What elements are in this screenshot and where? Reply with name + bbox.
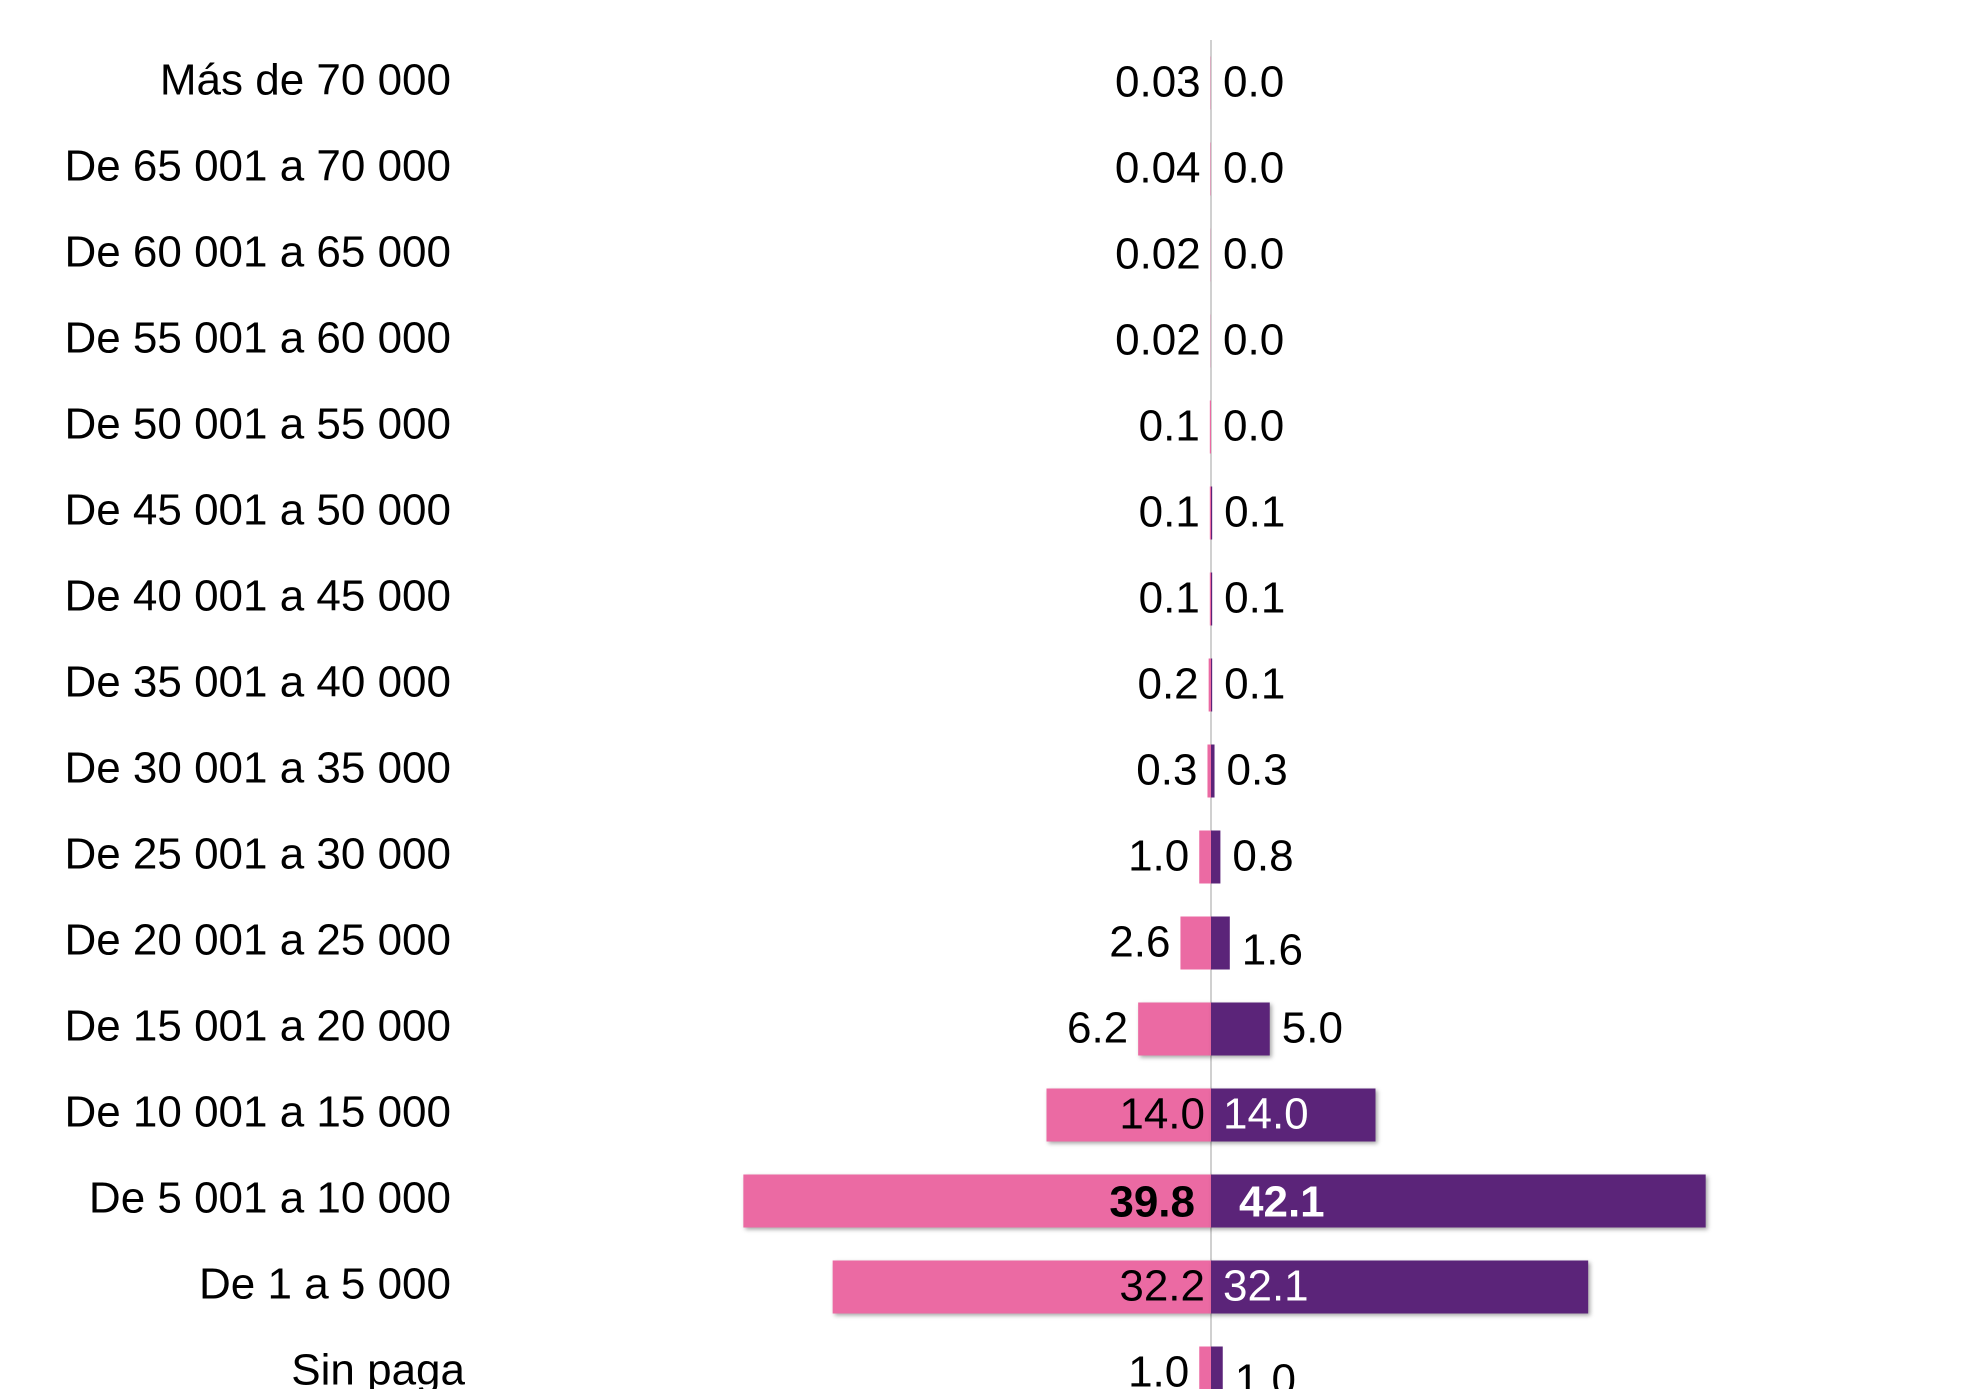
value-label: 0.0 bbox=[1223, 144, 1284, 193]
category-label: De 40 001 a 45 000 bbox=[64, 572, 451, 621]
bar bbox=[1209, 486, 1211, 540]
category-label: De 25 001 a 30 000 bbox=[64, 830, 451, 879]
value-label: 0.0 bbox=[1223, 230, 1284, 279]
value-label: 0.0 bbox=[1223, 316, 1284, 365]
bar bbox=[1209, 572, 1211, 626]
bar bbox=[1207, 744, 1211, 798]
value-label: 0.1 bbox=[1224, 660, 1285, 709]
bar bbox=[1211, 572, 1213, 626]
bar bbox=[832, 1260, 1211, 1314]
bar bbox=[1046, 1088, 1211, 1142]
value-label: 1.0 bbox=[1235, 1356, 1296, 1389]
category-label: De 45 001 a 50 000 bbox=[64, 486, 451, 535]
bar bbox=[1211, 916, 1230, 970]
value-label: 5.0 bbox=[1282, 1004, 1343, 1053]
value-label: 0.3 bbox=[1227, 746, 1288, 795]
value-label: 0.1 bbox=[1224, 574, 1285, 623]
value-label: 0.2 bbox=[1137, 660, 1198, 709]
category-label: De 15 001 a 20 000 bbox=[64, 1002, 451, 1051]
bar bbox=[1211, 1260, 1589, 1314]
value-label: 0.1 bbox=[1139, 488, 1200, 537]
bar bbox=[1199, 1346, 1211, 1389]
bar bbox=[1211, 830, 1221, 884]
value-label: 39.8 bbox=[1109, 1178, 1195, 1227]
category-label: De 10 001 a 15 000 bbox=[64, 1088, 451, 1137]
category-label: De 65 001 a 70 000 bbox=[64, 142, 451, 191]
category-label: De 50 001 a 55 000 bbox=[64, 400, 451, 449]
value-label: 0.0 bbox=[1223, 402, 1284, 451]
value-label: 2.6 bbox=[1109, 918, 1170, 967]
bar bbox=[1211, 1002, 1270, 1056]
category-label: De 60 001 a 65 000 bbox=[64, 228, 451, 277]
category-label: De 30 001 a 35 000 bbox=[64, 744, 451, 793]
value-label: 0.04 bbox=[1115, 144, 1201, 193]
category-label: Más de 70 000 bbox=[160, 56, 451, 105]
value-label: 32.2 bbox=[1119, 1262, 1205, 1311]
value-label: 14.0 bbox=[1119, 1090, 1205, 1139]
category-label: De 1 a 5 000 bbox=[199, 1260, 451, 1309]
bar bbox=[1209, 400, 1211, 454]
category-label: De 5 001 a 10 000 bbox=[89, 1174, 451, 1223]
value-label: 0.0 bbox=[1223, 58, 1284, 107]
bar bbox=[1208, 658, 1211, 712]
category-label: Sin paga bbox=[291, 1346, 465, 1389]
category-label: De 35 001 a 40 000 bbox=[64, 658, 451, 707]
value-label: 0.1 bbox=[1139, 574, 1200, 623]
bar bbox=[1211, 1174, 1706, 1228]
value-label: 14.0 bbox=[1223, 1090, 1309, 1139]
value-label: 0.8 bbox=[1232, 832, 1293, 881]
value-label: 0.02 bbox=[1115, 230, 1201, 279]
bar bbox=[1138, 1002, 1211, 1056]
bar bbox=[1211, 1346, 1223, 1389]
bar bbox=[743, 1174, 1211, 1228]
value-label: 42.1 bbox=[1239, 1178, 1325, 1227]
value-label: 0.02 bbox=[1115, 316, 1201, 365]
value-label: 0.1 bbox=[1139, 402, 1200, 451]
value-label: 0.3 bbox=[1136, 746, 1197, 795]
value-label: 1.0 bbox=[1128, 832, 1189, 881]
value-label: 1.6 bbox=[1242, 926, 1303, 975]
bar bbox=[1211, 1088, 1376, 1142]
bar bbox=[1211, 486, 1213, 540]
value-label: 32.1 bbox=[1223, 1262, 1309, 1311]
category-label: De 55 001 a 60 000 bbox=[64, 314, 451, 363]
category-label: De 20 001 a 25 000 bbox=[64, 916, 451, 965]
value-label: 6.2 bbox=[1067, 1004, 1128, 1053]
value-label: 0.1 bbox=[1224, 488, 1285, 537]
bar bbox=[1211, 658, 1213, 712]
bar bbox=[1211, 744, 1215, 798]
bar bbox=[1180, 916, 1211, 970]
value-label: 1.0 bbox=[1128, 1348, 1189, 1389]
value-label: 0.03 bbox=[1115, 58, 1201, 107]
bar bbox=[1199, 830, 1211, 884]
